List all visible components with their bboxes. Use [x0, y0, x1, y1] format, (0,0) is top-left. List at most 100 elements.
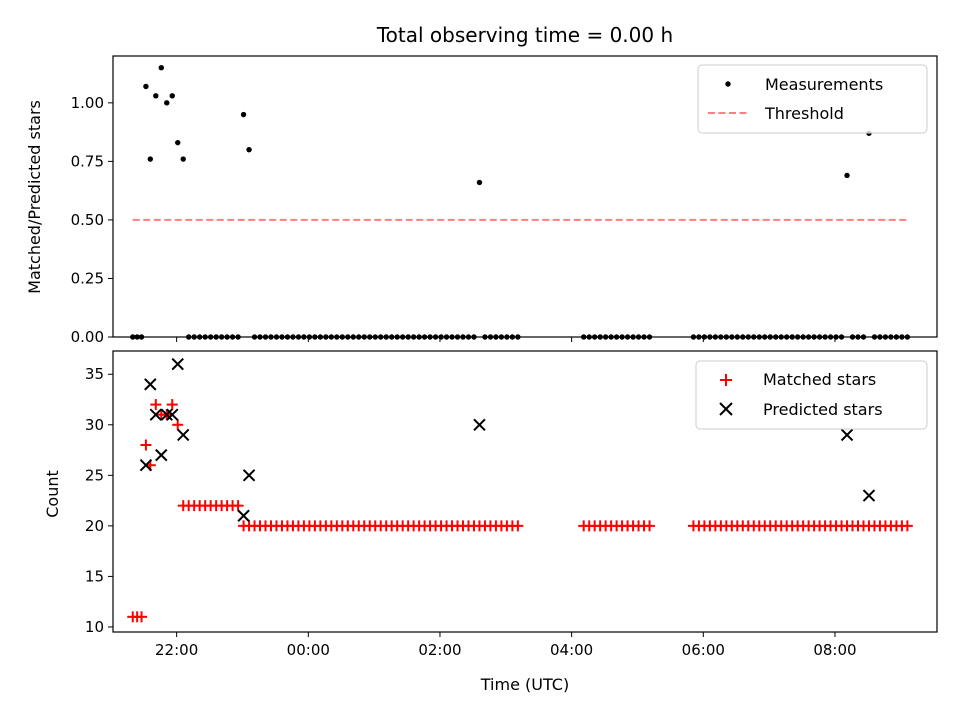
matched-stars-point — [232, 500, 244, 512]
measurements-point — [143, 83, 149, 90]
measurements-point — [449, 334, 455, 340]
bottom-x-tick-label: 02:00 — [418, 641, 461, 659]
measurements-point — [487, 334, 494, 340]
predicted-stars-point — [237, 509, 250, 522]
bottom-x-tick-label: 08:00 — [813, 641, 856, 659]
measurements-point — [284, 334, 291, 340]
bottom-panel: Count Time (UTC) 10 15 20 25 30 35 22:00 00:00… — [43, 350, 938, 694]
top-legend-box — [697, 64, 928, 134]
measurements-point — [789, 334, 795, 340]
measurements-point — [860, 334, 867, 340]
bottom-x-tick-label: 00:00 — [287, 641, 330, 659]
measurements-point — [882, 334, 889, 340]
measurements-point — [827, 334, 834, 340]
top-series — [130, 65, 911, 340]
measurements-point — [740, 334, 746, 340]
measurements-point — [134, 334, 140, 340]
measurements-point — [312, 334, 318, 340]
measurements-point — [175, 139, 181, 146]
predicted-stars-point — [139, 459, 153, 472]
measurements-point — [350, 334, 356, 340]
matched-stars-point — [644, 520, 656, 532]
measurements-point — [729, 334, 735, 340]
legend-threshold-label: Threshold — [764, 104, 844, 123]
measurements-point — [460, 334, 466, 340]
measurements-point — [399, 334, 406, 340]
measurements-point — [877, 334, 883, 340]
predicted-stars-point — [171, 357, 184, 371]
top-y-axis-label: Matched/Predicted stars — [25, 100, 44, 294]
measurements-point — [465, 334, 472, 340]
measurements-point — [317, 334, 324, 340]
matched-stars-point — [136, 611, 148, 623]
measurements-point — [504, 334, 510, 340]
bottom-y-tick-label: 10 — [85, 618, 104, 636]
measurements-point — [476, 179, 483, 186]
bottom-x-tick-label: 22:00 — [155, 641, 198, 659]
measurements-point — [515, 334, 521, 340]
measurements-point — [356, 334, 362, 340]
matched-stars-point — [140, 439, 152, 451]
measurements-point — [893, 334, 900, 340]
measurements-point — [767, 334, 773, 340]
top-y-tick-label: 0.00 — [71, 328, 104, 346]
matched-stars-point — [901, 520, 913, 532]
measurements-point — [871, 334, 878, 340]
measurements-point — [696, 334, 702, 340]
measurements-point — [196, 334, 203, 340]
measurements-point — [273, 334, 280, 340]
top-y-tick-label: 1.00 — [71, 94, 104, 112]
top-panel: Total observing time = 0.00 h Matched/Pr… — [25, 23, 938, 346]
bottom-y-tick-label: 20 — [85, 517, 104, 535]
measurements-point — [811, 334, 817, 340]
measurements-point — [482, 334, 488, 340]
top-y-ticks: 0.00 0.25 0.50 0.75 1.00 — [71, 94, 113, 346]
matched-stars-point — [166, 399, 178, 411]
bottom-y-tick-label: 30 — [85, 416, 104, 434]
top-plot-frame — [112, 55, 938, 338]
measurements-point — [509, 334, 516, 340]
bottom-x-tick-label: 06:00 — [682, 641, 725, 659]
predicted-stars-point — [840, 428, 854, 442]
measurements-point — [855, 334, 861, 340]
measurements-point — [690, 334, 697, 340]
predicted-stars-point — [862, 489, 876, 502]
measurements-point — [180, 156, 186, 162]
measurements-point — [619, 334, 625, 340]
measurements-point — [279, 334, 285, 340]
measurements-point — [213, 334, 219, 340]
measurements-point — [218, 334, 225, 340]
measurements-point — [410, 334, 417, 340]
matched-stars-point — [172, 419, 184, 431]
measurements-point — [718, 334, 724, 340]
measurements-point — [421, 334, 428, 340]
measurements-point — [756, 334, 762, 340]
measurements-point — [899, 334, 905, 340]
measurements-point — [153, 93, 159, 99]
measurements-point — [405, 334, 411, 340]
measurements-point — [251, 334, 258, 340]
measurements-point — [783, 334, 790, 340]
measurements-point — [624, 334, 631, 340]
measurements-point — [388, 334, 395, 340]
measurements-point — [367, 334, 373, 340]
measurements-point — [762, 334, 768, 340]
measurements-point — [169, 93, 175, 99]
measurements-point — [581, 334, 587, 340]
top-y-tick-label: 0.25 — [71, 269, 104, 287]
legend-predicted-marker — [719, 402, 733, 416]
predicted-stars-point — [177, 428, 190, 442]
top-y-tick-label: 0.75 — [71, 152, 104, 170]
measurements-point — [235, 334, 241, 340]
measurements-point — [138, 334, 145, 340]
measurements-point — [339, 334, 346, 340]
measurements-point — [751, 334, 757, 340]
measurements-point — [361, 334, 367, 340]
measurements-point — [416, 334, 422, 340]
measurements-point — [608, 334, 614, 340]
measurements-point — [262, 334, 269, 340]
measurements-point — [202, 334, 208, 340]
measurements-point — [454, 334, 461, 340]
measurements-point — [773, 334, 779, 340]
measurements-point — [268, 334, 274, 340]
